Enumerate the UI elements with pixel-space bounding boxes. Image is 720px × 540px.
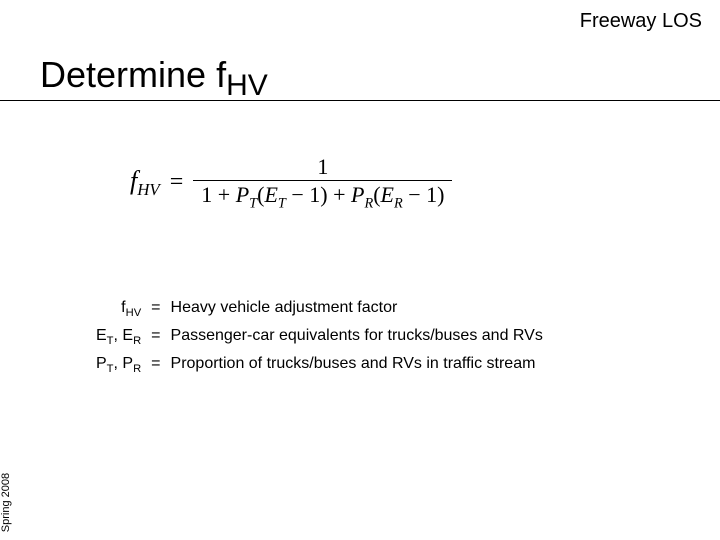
title-text: Determine f <box>40 54 226 95</box>
formula-lhs-sub: HV <box>137 180 160 199</box>
definition-desc: Heavy vehicle adjustment factor <box>165 295 549 323</box>
den-open2: ( <box>373 182 380 207</box>
den-PT-sub: T <box>249 195 257 211</box>
den-m1b: − 1) <box>403 182 445 207</box>
den-E1: E <box>264 182 277 207</box>
formula-denominator: 1 + PT(ET − 1) + PR(ER − 1) <box>193 181 452 211</box>
formula-numerator: 1 <box>309 155 336 180</box>
definition-row: fHV = Heavy vehicle adjustment factor <box>90 295 549 323</box>
den-ER-sub: R <box>394 195 403 211</box>
definition-desc: Proportion of trucks/buses and RVs in tr… <box>165 351 549 379</box>
sym-base: E <box>122 327 133 344</box>
den-plus: + <box>328 182 351 207</box>
definition-row: PT, PR = Proportion of trucks/buses and … <box>90 351 549 379</box>
den-P1: P <box>236 182 249 207</box>
title-subscript: HV <box>226 69 268 102</box>
den-m1a: − 1) <box>286 182 328 207</box>
formula-lhs: fHV <box>130 166 160 200</box>
footer-line2: Spring 2008 <box>0 473 12 532</box>
sym-base: P <box>96 355 107 372</box>
definition-equals: = <box>147 323 164 351</box>
header-label: Freeway LOS <box>580 10 702 33</box>
title-underline <box>0 100 720 101</box>
definition-desc: Passenger-car equivalents for trucks/bus… <box>165 323 549 351</box>
footer-course-label: CEE 320 Spring 2008 <box>0 473 12 532</box>
slide: Freeway LOS Determine fHV fHV = 1 1 + PT… <box>0 0 720 540</box>
definition-symbol: PT, PR <box>90 351 147 379</box>
den-PR-sub: R <box>364 195 373 211</box>
sym-base: P <box>122 355 133 372</box>
formula-equals: = <box>170 169 184 198</box>
sym-base: E <box>96 327 107 344</box>
definition-symbol: fHV <box>90 295 147 323</box>
den-P2: P <box>351 182 364 207</box>
formula-fraction: 1 1 + PT(ET − 1) + PR(ER − 1) <box>193 155 452 211</box>
slide-title: Determine fHV <box>40 54 268 103</box>
den-lead: 1 + <box>201 182 235 207</box>
definition-symbol: ET, ER <box>90 323 147 351</box>
sym-sub: T <box>107 364 114 376</box>
den-ET-sub: T <box>278 195 286 211</box>
sym-sub: R <box>133 335 141 347</box>
definitions-table: fHV = Heavy vehicle adjustment factor ET… <box>90 295 549 380</box>
formula: fHV = 1 1 + PT(ET − 1) + PR(ER − 1) <box>130 155 570 211</box>
sym-sub: R <box>133 364 141 376</box>
sym-sub: T <box>107 335 114 347</box>
sym-sub: HV <box>126 307 142 319</box>
definition-row: ET, ER = Passenger-car equivalents for t… <box>90 323 549 351</box>
definition-equals: = <box>147 295 164 323</box>
den-E2: E <box>381 182 394 207</box>
definition-equals: = <box>147 351 164 379</box>
